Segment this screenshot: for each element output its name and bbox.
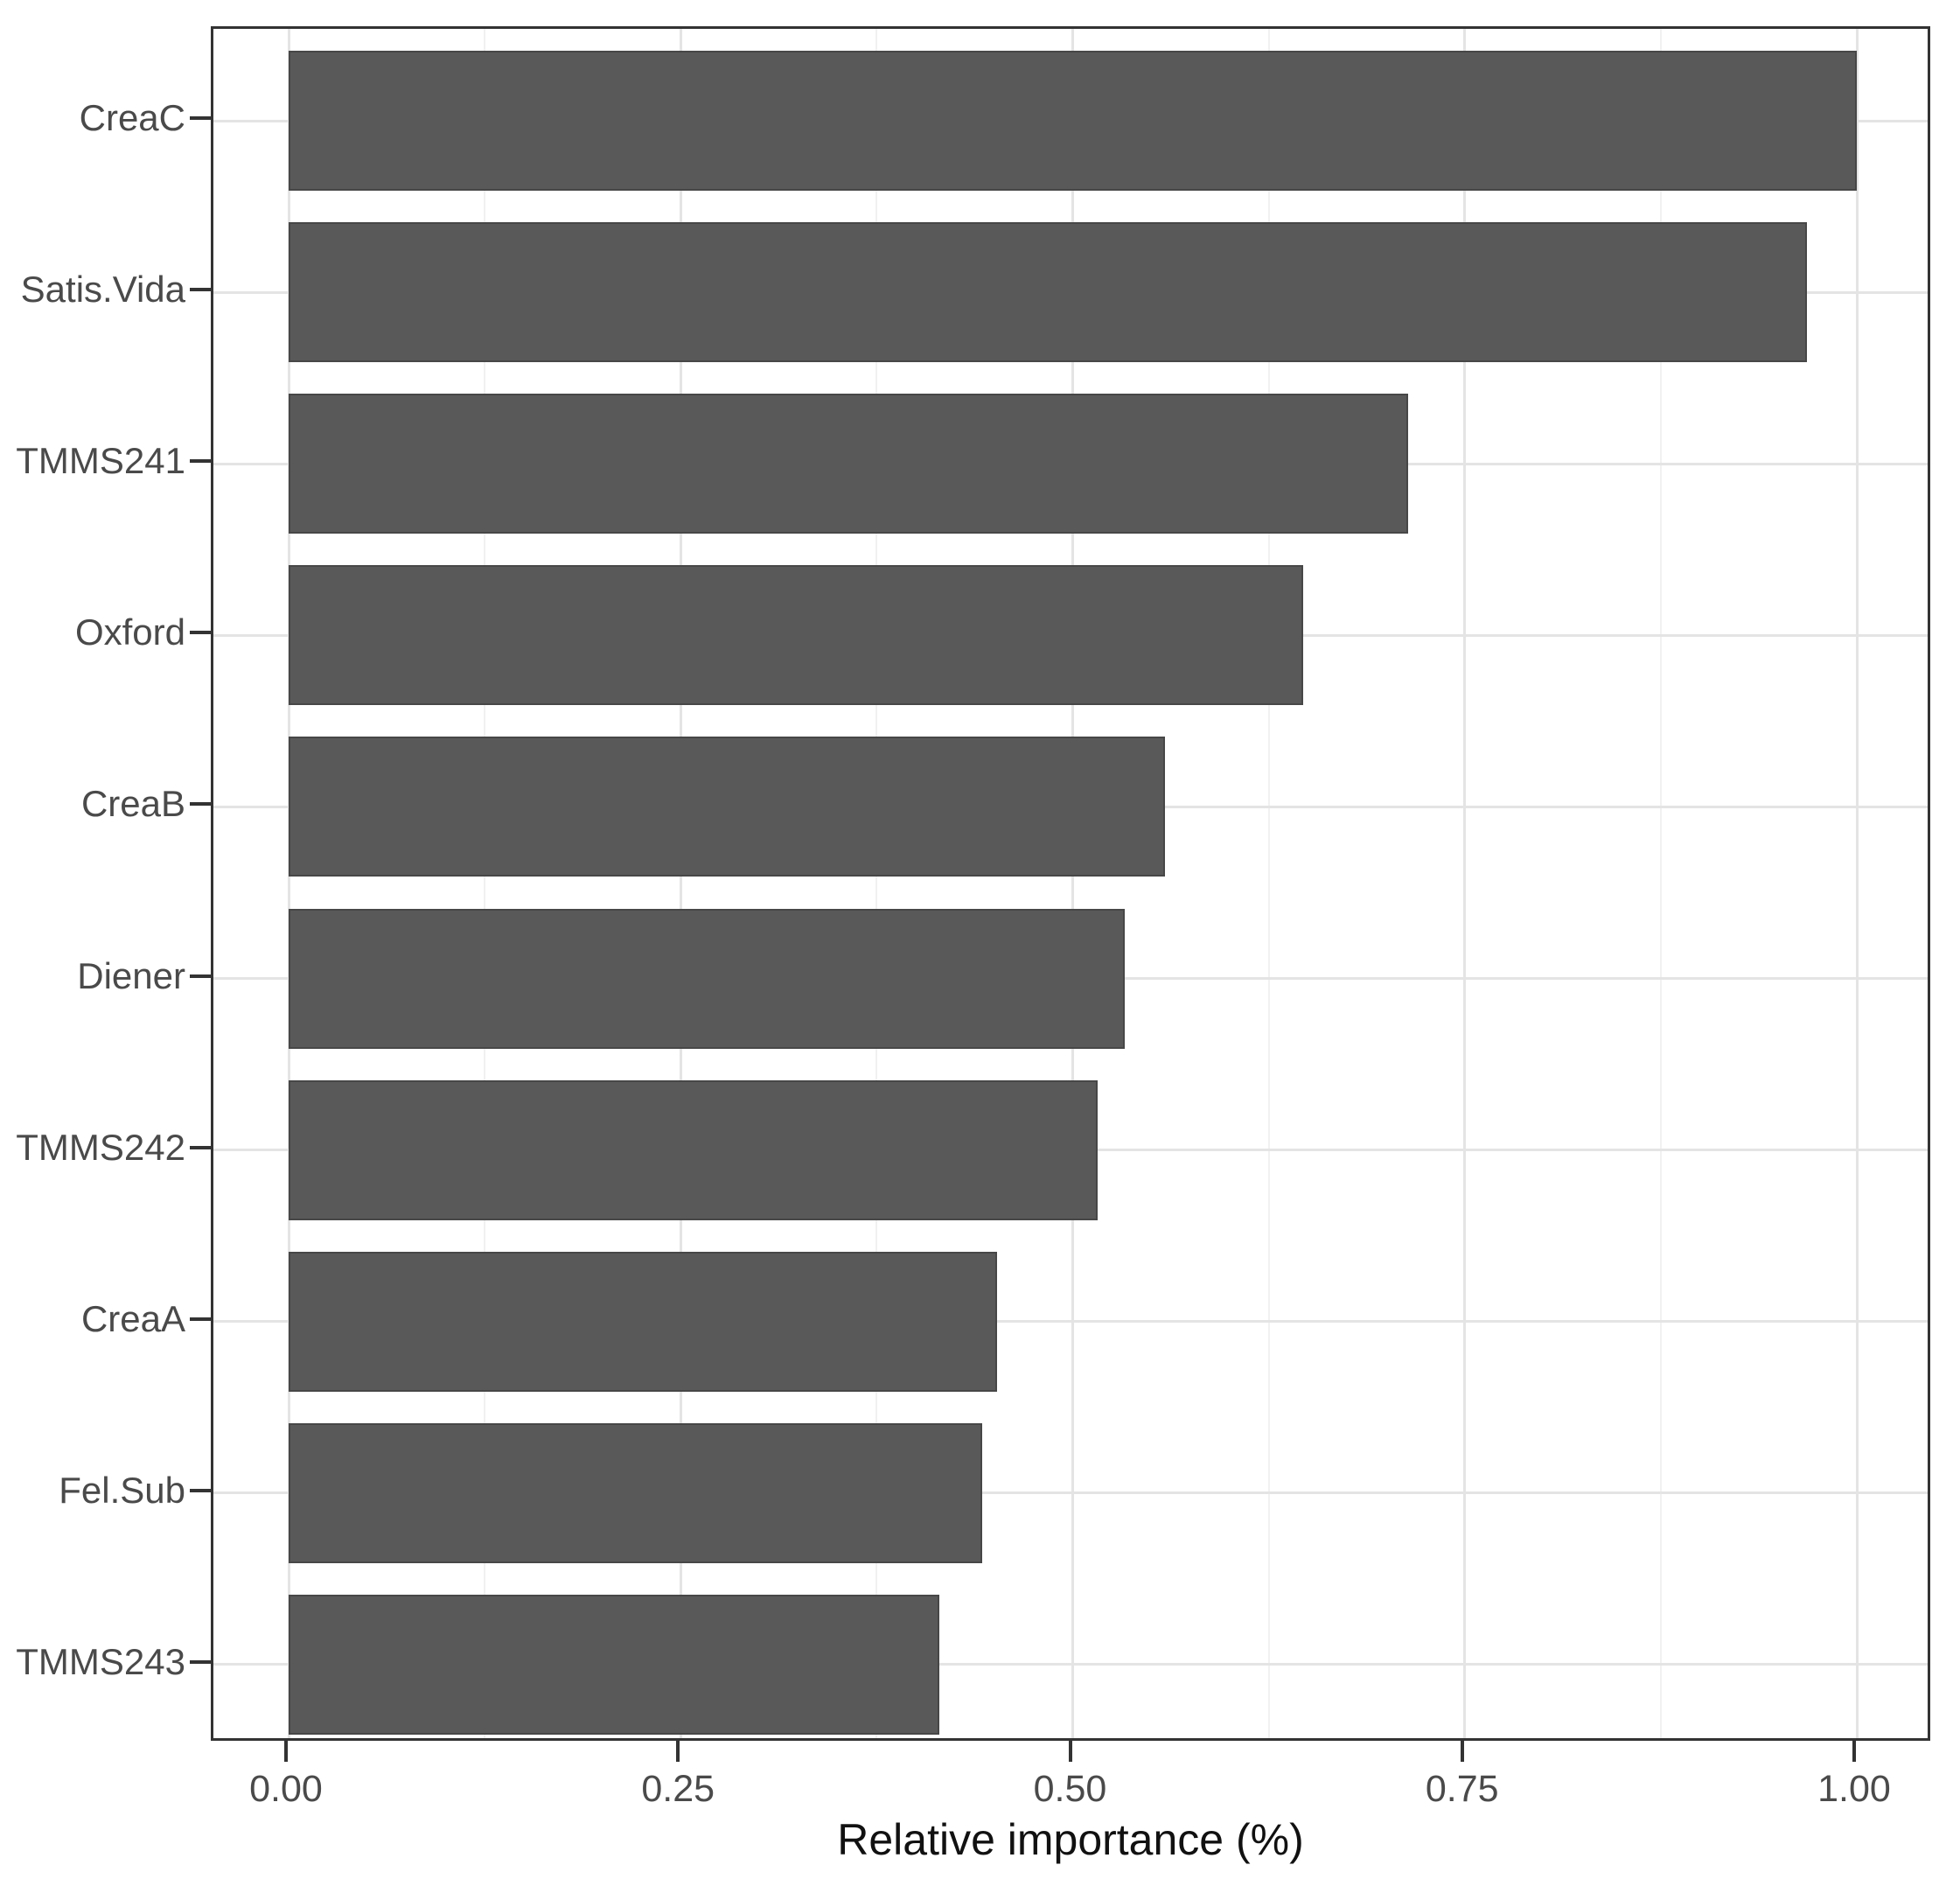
x-axis-title: Relative importance (%) [837, 1815, 1304, 1864]
y-axis-label-CreaB: CreaB [80, 783, 185, 825]
gridline-major-horizontal [213, 1663, 1928, 1666]
bar-TMMS241 [289, 394, 1409, 534]
y-axis-tick [190, 1317, 211, 1321]
y-axis-label-TMMS243: TMMS243 [16, 1640, 185, 1682]
x-axis-tick [284, 1741, 288, 1762]
y-axis-label-TMMS241: TMMS241 [16, 440, 185, 482]
y-axis-tick [190, 116, 211, 120]
y-axis-label-TMMS242: TMMS242 [16, 1126, 185, 1168]
y-axis-tick [190, 631, 211, 635]
x-axis-tick-label-0.00: 0.00 [249, 1768, 323, 1810]
bar-TMMS243 [289, 1594, 940, 1735]
y-axis-label-CreaC: CreaC [79, 97, 185, 138]
bar-CreaC [289, 51, 1857, 191]
bar-Diener [289, 908, 1125, 1049]
y-axis-tick [190, 1659, 211, 1664]
x-axis-tick [1068, 1741, 1072, 1762]
bar-Oxford [289, 565, 1304, 706]
y-axis-tick [190, 288, 211, 292]
plot-panel [211, 26, 1930, 1741]
x-axis-tick [676, 1741, 680, 1762]
y-axis-tick [190, 802, 211, 807]
gridline-minor-vertical [1267, 29, 1270, 1738]
gridline-major-vertical [1463, 29, 1467, 1738]
gridline-major-horizontal [213, 1491, 1928, 1495]
gridline-major-horizontal [213, 1320, 1928, 1324]
gridline-major-vertical [287, 29, 290, 1738]
y-axis-label-CreaA: CreaA [80, 1297, 185, 1339]
y-axis-tick [190, 1488, 211, 1492]
x-axis-tick [1460, 1741, 1464, 1762]
gridline-minor-vertical [484, 29, 486, 1738]
y-axis-label-Fel.Sub: Fel.Sub [59, 1469, 185, 1511]
bar-TMMS242 [289, 1079, 1099, 1220]
y-axis-label-Satis.Vida: Satis.Vida [20, 269, 185, 311]
x-axis-tick-label-0.50: 0.50 [1033, 1768, 1107, 1810]
bar-CreaA [289, 1251, 998, 1392]
bar-CreaB [289, 737, 1166, 877]
gridline-major-vertical [1071, 29, 1074, 1738]
gridline-major-vertical [679, 29, 682, 1738]
y-axis-tick [190, 459, 211, 464]
x-axis-tick-label-0.25: 0.25 [641, 1768, 715, 1810]
y-axis-label-Oxford: Oxford [74, 611, 185, 653]
x-axis-tick-label-0.75: 0.75 [1425, 1768, 1499, 1810]
gridline-minor-vertical [1659, 29, 1662, 1738]
bar-Satis.Vida [289, 222, 1807, 363]
y-axis-tick [190, 974, 211, 978]
y-axis-tick [190, 1145, 211, 1149]
gridline-minor-vertical [875, 29, 878, 1738]
gridline-major-vertical [1855, 29, 1859, 1738]
x-axis-tick [1852, 1741, 1856, 1762]
y-axis-label-Diener: Diener [77, 954, 185, 996]
bar-Fel.Sub [289, 1422, 982, 1563]
x-axis-tick-label-1.00: 1.00 [1817, 1768, 1891, 1810]
